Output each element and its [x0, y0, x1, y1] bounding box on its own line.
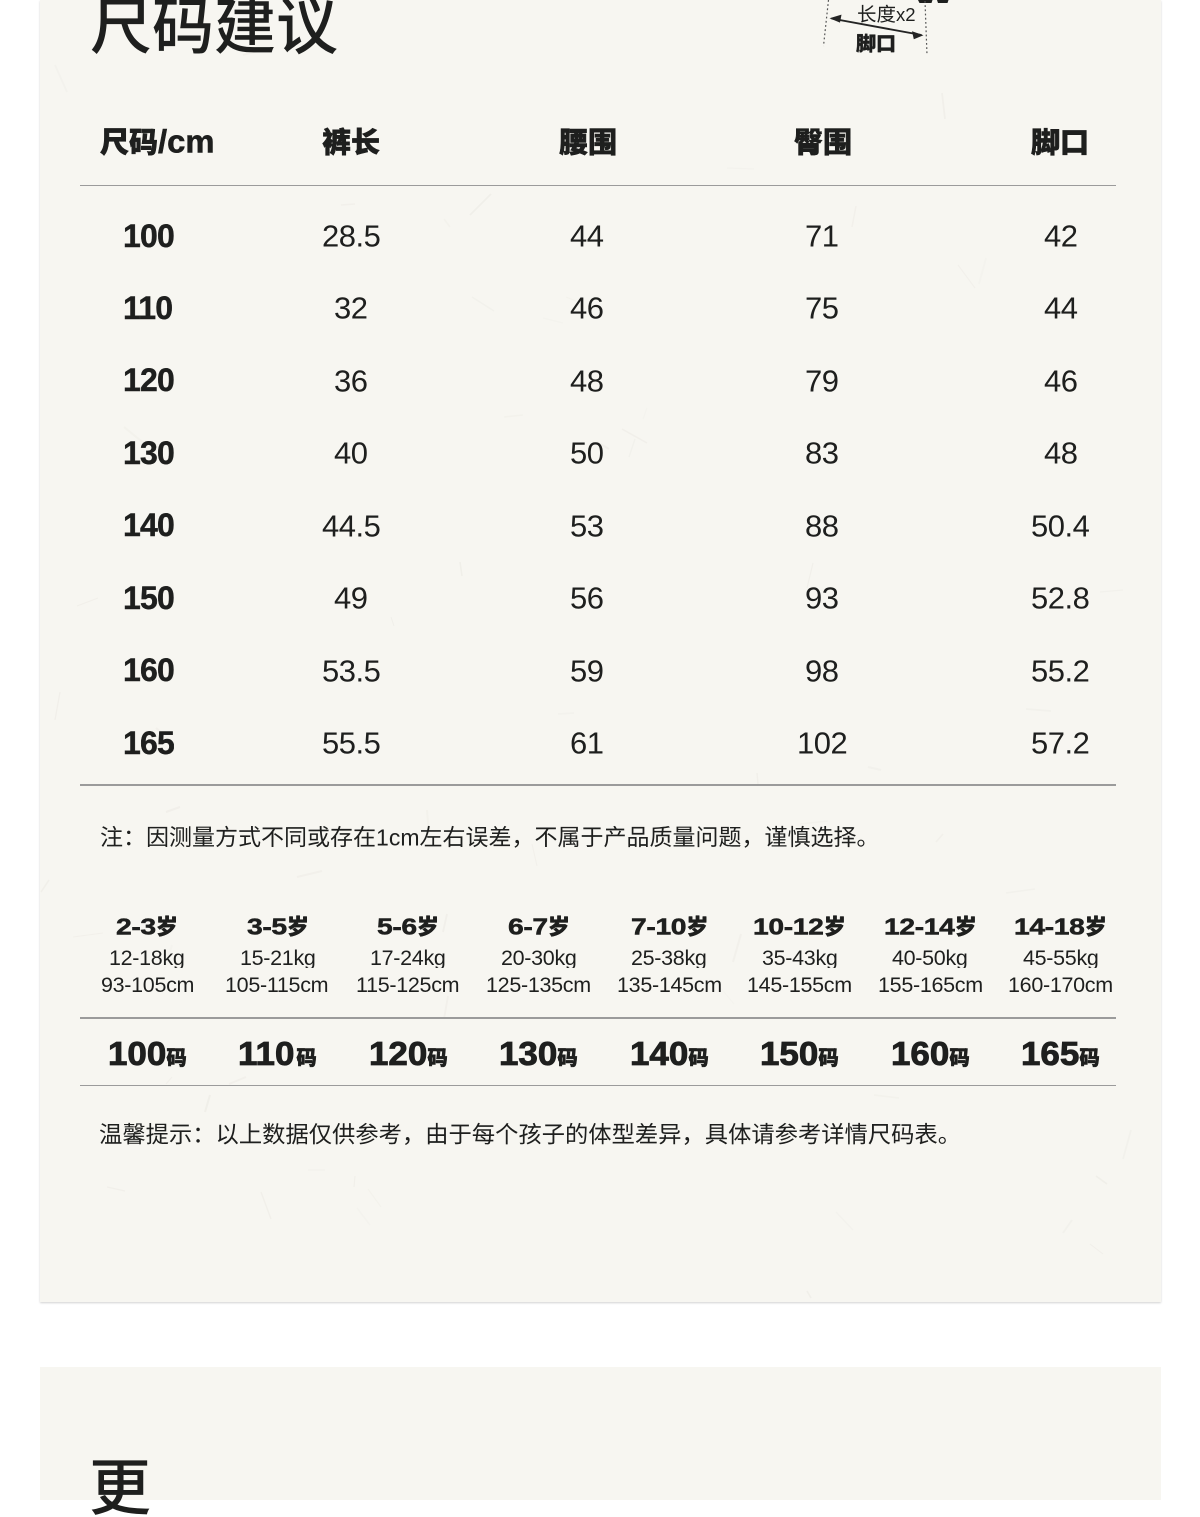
svg-text:165: 165 — [123, 726, 174, 758]
svg-text:155-165cm: 155-165cm — [878, 973, 983, 995]
svg-text:32: 32 — [334, 291, 368, 322]
svg-text:45-55kg: 45-55kg — [1023, 946, 1099, 968]
svg-text:130: 130 — [123, 436, 174, 468]
svg-text:7-10: 7-10 — [631, 915, 686, 938]
svg-text:100: 100 — [108, 1036, 166, 1069]
svg-text:145-155cm: 145-155cm — [747, 973, 852, 995]
svg-text:6-7: 6-7 — [508, 915, 548, 938]
svg-text:35-43kg: 35-43kg — [762, 946, 838, 968]
svg-text:28.5: 28.5 — [322, 219, 380, 250]
svg-text:12-18kg: 12-18kg — [109, 946, 185, 968]
svg-text:150: 150 — [760, 1036, 818, 1069]
svg-text:10-12: 10-12 — [753, 915, 824, 938]
svg-text:83: 83 — [805, 436, 839, 467]
svg-text:46: 46 — [570, 291, 604, 322]
svg-text:44: 44 — [570, 219, 604, 250]
svg-text:52.8: 52.8 — [1031, 581, 1089, 612]
svg-text:12-14: 12-14 — [884, 915, 956, 938]
svg-text:120: 120 — [369, 1036, 427, 1069]
svg-text:44.5: 44.5 — [322, 509, 380, 540]
svg-text:40: 40 — [334, 436, 368, 467]
svg-text:56: 56 — [570, 581, 604, 612]
svg-text:110: 110 — [238, 1036, 294, 1069]
svg-text:17-24kg: 17-24kg — [370, 946, 446, 968]
svg-text:5-6: 5-6 — [377, 915, 417, 938]
svg-text:20-30kg: 20-30kg — [501, 946, 577, 968]
svg-text:61: 61 — [570, 726, 604, 757]
svg-text:150: 150 — [123, 581, 174, 613]
svg-text:160-170cm: 160-170cm — [1008, 973, 1113, 995]
svg-text:36: 36 — [334, 364, 368, 395]
svg-text:3-5: 3-5 — [247, 915, 287, 938]
svg-text:48: 48 — [1044, 436, 1078, 467]
svg-text:165: 165 — [1021, 1036, 1079, 1069]
svg-text:57.2: 57.2 — [1031, 726, 1089, 757]
svg-text:25-38kg: 25-38kg — [631, 946, 707, 968]
svg-text:42: 42 — [1044, 219, 1078, 250]
svg-text:135-145cm: 135-145cm — [617, 973, 722, 995]
svg-text:105-115cm: 105-115cm — [225, 973, 328, 995]
svg-text:55.5: 55.5 — [322, 726, 380, 757]
svg-text:2-3: 2-3 — [116, 915, 156, 938]
svg-text:59: 59 — [570, 654, 604, 685]
svg-text:44: 44 — [1044, 291, 1078, 322]
svg-text:53.5: 53.5 — [322, 654, 380, 685]
svg-text:115-125cm: 115-125cm — [356, 973, 459, 995]
svg-text:71: 71 — [805, 219, 839, 250]
svg-text:110: 110 — [123, 291, 172, 323]
svg-text:49: 49 — [334, 581, 368, 612]
svg-text:88: 88 — [805, 509, 839, 540]
svg-text:48: 48 — [570, 364, 604, 395]
svg-text:1cm: 1cm — [376, 825, 419, 848]
svg-text:75: 75 — [805, 291, 839, 322]
svg-text:93: 93 — [805, 581, 839, 612]
svg-text:50: 50 — [570, 436, 604, 467]
svg-text:40-50kg: 40-50kg — [892, 946, 968, 968]
svg-text:125-135cm: 125-135cm — [486, 973, 591, 995]
svg-text:46: 46 — [1044, 364, 1078, 395]
svg-text:x2: x2 — [896, 4, 916, 23]
svg-text:14-18: 14-18 — [1014, 915, 1085, 938]
svg-text:93-105cm: 93-105cm — [101, 973, 194, 995]
svg-text:130: 130 — [499, 1036, 557, 1069]
svg-text:98: 98 — [805, 654, 839, 685]
svg-text:102: 102 — [797, 726, 847, 757]
svg-text:/cm: /cm — [158, 127, 214, 156]
svg-text:140: 140 — [630, 1036, 688, 1069]
svg-text:140: 140 — [123, 508, 174, 540]
svg-text:160: 160 — [891, 1036, 949, 1069]
svg-text:15-21kg: 15-21kg — [240, 946, 316, 968]
svg-text:53: 53 — [570, 509, 604, 540]
svg-text:120: 120 — [123, 363, 174, 395]
svg-text:100: 100 — [123, 219, 174, 251]
svg-text:79: 79 — [805, 364, 839, 395]
svg-text:160: 160 — [123, 653, 174, 685]
svg-text:55.2: 55.2 — [1031, 654, 1089, 685]
svg-text:50.4: 50.4 — [1031, 509, 1090, 540]
